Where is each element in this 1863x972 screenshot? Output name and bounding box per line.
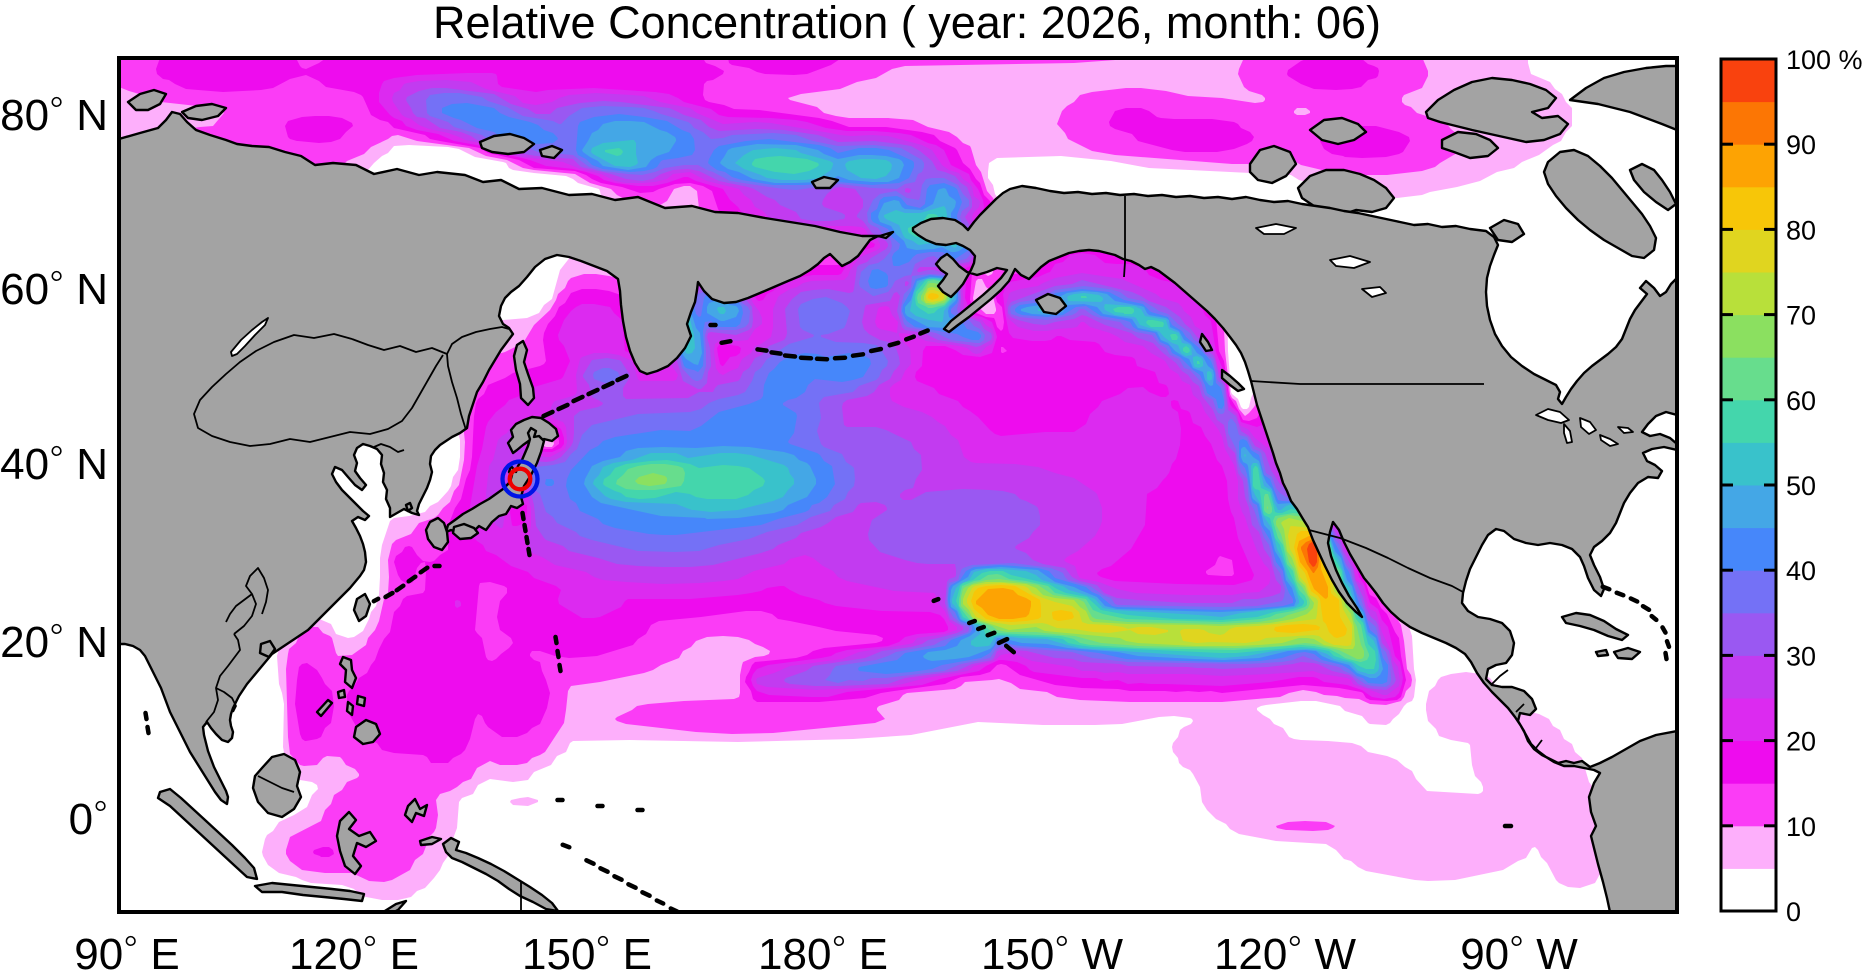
svg-text:70: 70 — [1786, 301, 1816, 331]
svg-text:100 %: 100 % — [1786, 45, 1863, 75]
svg-text:60: 60 — [1786, 386, 1816, 416]
svg-text:20: 20 — [1786, 727, 1816, 757]
svg-text:0: 0 — [1786, 897, 1801, 927]
svg-text:Relative Concentration ( year:: Relative Concentration ( year: 2026, mon… — [433, 0, 1381, 48]
svg-text:80: 80 — [1786, 215, 1816, 245]
svg-text:10: 10 — [1786, 812, 1816, 842]
svg-text:90: 90 — [1786, 130, 1816, 160]
svg-text:40: 40 — [1786, 556, 1816, 586]
svg-text:30: 30 — [1786, 641, 1816, 671]
svg-text:50: 50 — [1786, 471, 1816, 501]
